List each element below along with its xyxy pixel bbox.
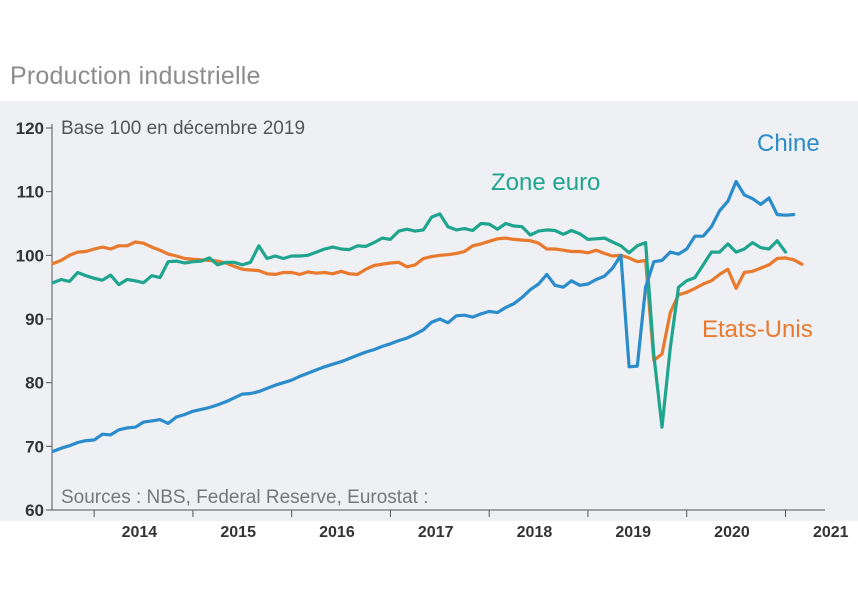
x-tick-label: 2020 (714, 524, 750, 541)
y-tick-label: 70 (25, 437, 44, 456)
y-tick-label: 100 (16, 246, 44, 265)
y-tick-label: 90 (25, 310, 44, 329)
y-axis: 60 70 80 90 100 110 120 (16, 119, 52, 520)
x-tick-label: 2016 (319, 524, 355, 541)
series-line-etats-unis (51, 236, 804, 362)
x-tick-label: 2014 (122, 524, 158, 541)
series-line-chine (51, 179, 796, 453)
x-tick-label: 2021 (813, 524, 849, 541)
x-tick-label: 2017 (418, 524, 454, 541)
x-tick-label: 2019 (615, 524, 651, 541)
x-tick-label: 2015 (220, 524, 256, 541)
series-label-chine: Chine (757, 130, 820, 157)
plot-background (0, 101, 858, 521)
y-tick-label: 110 (17, 183, 44, 202)
x-tick-label: 2018 (517, 524, 553, 541)
y-tick-label: 60 (25, 501, 44, 520)
chart-source: Sources : NBS, Federal Reserve, Eurostat… (61, 487, 429, 508)
y-tick-label: 120 (16, 119, 44, 138)
chart-subtitle: Base 100 en décembre 2019 (61, 118, 305, 139)
series-label-etats-unis: Etats-Unis (702, 316, 813, 343)
y-tick-label: 80 (25, 374, 44, 393)
series-line-zone-euro (51, 212, 788, 429)
x-axis: 2014 2015 2016 2017 2018 2019 2020 2021 (52, 509, 849, 541)
series-group (51, 179, 804, 453)
series-label-zone-euro: Zone euro (491, 169, 600, 196)
page-title: Production industrielle (10, 62, 261, 90)
